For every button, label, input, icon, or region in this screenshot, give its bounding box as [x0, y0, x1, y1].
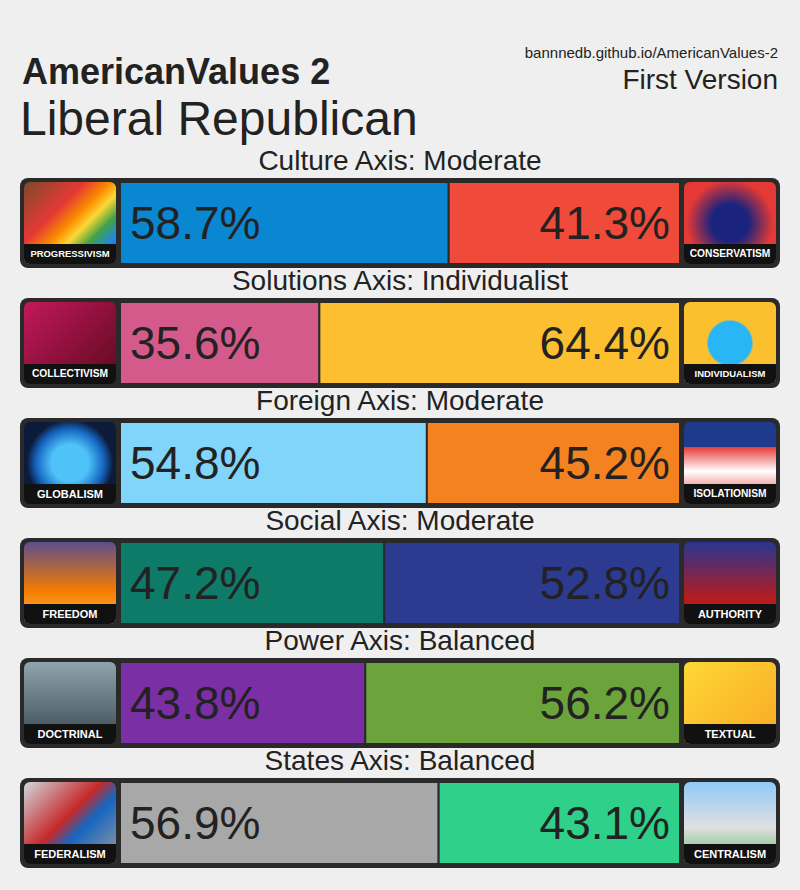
svg-text:43.8%: 43.8% — [130, 677, 260, 729]
html-text:FREEDOM: FREEDOM — [42, 608, 98, 620]
html-text:AmericanValues 2: AmericanValues 2 — [22, 51, 331, 92]
svg-text:43.1%: 43.1% — [540, 797, 670, 849]
svg-text:64.4%: 64.4% — [540, 317, 670, 369]
html-text:Liberal Republican: Liberal Republican — [20, 92, 418, 145]
svg-text:58.7%: 58.7% — [130, 197, 260, 249]
html-text:States Axis: Balanced: States Axis: Balanced — [264, 745, 536, 776]
html-text:ISOLATIONISM: ISOLATIONISM — [693, 488, 767, 499]
html-text:INDIVIDUALISM: INDIVIDUALISM — [694, 368, 766, 379]
html-text:bannnedb.github.io/AmericanVal: bannnedb.github.io/AmericanValues-2 — [524, 44, 778, 61]
html-text:Social Axis: Moderate: Social Axis: Moderate — [265, 505, 535, 536]
html-text:TEXTUAL: TEXTUAL — [704, 728, 756, 740]
svg-text:56.9%: 56.9% — [130, 797, 260, 849]
html-text:GLOBALISM: GLOBALISM — [37, 488, 103, 500]
svg-text:56.2%: 56.2% — [540, 677, 670, 729]
html-text:Solutions Axis: Individualist: Solutions Axis: Individualist — [231, 265, 569, 296]
html-text:Power Axis: Balanced: Power Axis: Balanced — [264, 625, 536, 656]
html-text:AUTHORITY: AUTHORITY — [697, 608, 763, 620]
html-text:PROGRESSIVISM: PROGRESSIVISM — [30, 248, 110, 259]
svg-text:35.6%: 35.6% — [130, 317, 260, 369]
svg-text:52.8%: 52.8% — [540, 557, 670, 609]
html-text:FEDERALISM: FEDERALISM — [34, 848, 106, 860]
html-text:COLLECTIVISM: COLLECTIVISM — [32, 368, 108, 379]
html-text:Foreign Axis: Moderate: Foreign Axis: Moderate — [256, 385, 544, 416]
svg-text:47.2%: 47.2% — [130, 557, 260, 609]
html-text:CONSERVATISM: CONSERVATISM — [689, 248, 771, 259]
svg-text:45.2%: 45.2% — [540, 437, 670, 489]
html-text:CENTRALISM: CENTRALISM — [693, 848, 766, 860]
html-text:DOCTRINAL: DOCTRINAL — [37, 728, 103, 740]
html-text:First Version: First Version — [622, 64, 778, 95]
svg-text:54.8%: 54.8% — [130, 437, 260, 489]
html-text:Culture Axis: Moderate: Culture Axis: Moderate — [258, 145, 542, 176]
svg-text:41.3%: 41.3% — [540, 197, 670, 249]
